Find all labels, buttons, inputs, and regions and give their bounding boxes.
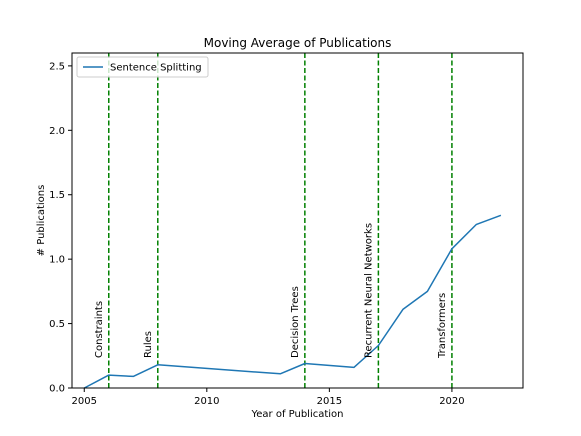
x-tick-label: 2005 <box>72 396 97 407</box>
y-tick-label: 2.5 <box>49 61 65 72</box>
chart-title: Moving Average of Publications <box>204 36 392 50</box>
y-tick-label: 2.0 <box>49 126 65 137</box>
x-tick-label: 2010 <box>194 396 219 407</box>
x-tick-label: 2020 <box>439 396 464 407</box>
annotation-label: Transformers <box>437 293 448 359</box>
series-lines <box>83 214 502 389</box>
y-tick-label: 1.0 <box>49 255 65 266</box>
x-axis-ticks: 2005 2010 2015 2020 <box>72 388 465 407</box>
y-axis-label: # Publications <box>36 185 47 257</box>
y-tick-label: 1.5 <box>49 190 65 201</box>
annotation-lines <box>108 53 453 388</box>
legend-box <box>76 56 209 78</box>
annotation-label: Rules <box>143 331 154 358</box>
annotation-label: Recurrent Neural Networks <box>363 223 374 358</box>
x-tick-label: 2015 <box>317 396 342 407</box>
legend-label: Sentence Splitting <box>110 63 202 74</box>
x-axis-label: Year of Publication <box>250 409 343 420</box>
series-line <box>83 214 502 389</box>
annotation-labels: Constraints Rules Decision Trees Recurrent … <box>94 223 448 359</box>
y-tick-label: 0.5 <box>49 319 65 330</box>
legend: Sentence Splitting <box>76 56 209 78</box>
y-axis-ticks: 0.0 0.5 1.0 1.5 2.0 2.5 <box>49 61 72 395</box>
annotation-label: Decision Trees <box>290 286 301 358</box>
annotation-label: Constraints <box>94 301 105 358</box>
y-tick-label: 0.0 <box>49 384 65 395</box>
plot-frame <box>71 52 524 389</box>
